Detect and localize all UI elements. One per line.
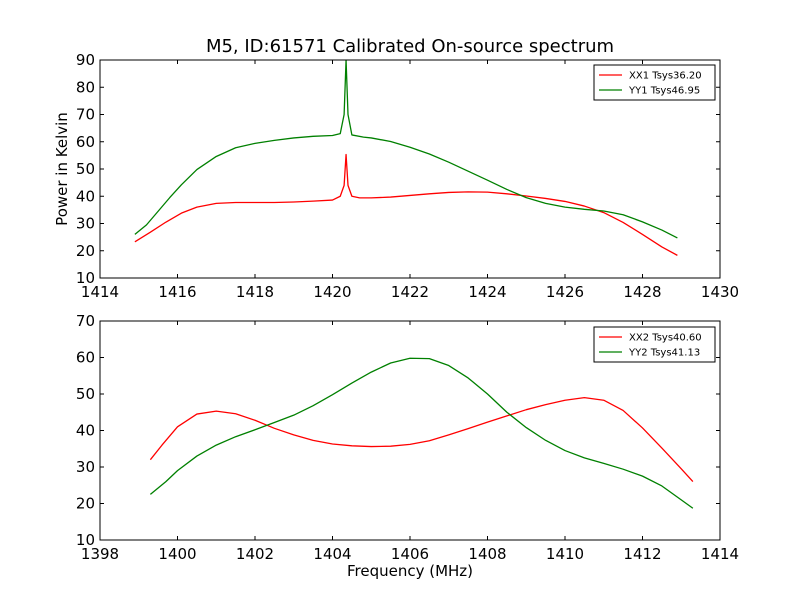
chart-title: M5, ID:61571 Calibrated On-source spectr… [206, 36, 614, 57]
y-tick-label: 40 [76, 422, 95, 440]
x-tick-label: 1426 [546, 283, 584, 301]
x-tick-label: 1402 [236, 545, 274, 563]
legend-box [593, 64, 716, 101]
y-tick-label: 20 [76, 242, 95, 260]
x-tick-label: 1408 [468, 545, 506, 563]
legend: XX2 Tsys40.60 YY2 Tsys41.13 [593, 326, 716, 363]
x-tick-label: 1418 [236, 283, 274, 301]
legend-label: XX1 Tsys36.20 [629, 71, 702, 82]
x-tick-label: 1416 [158, 283, 196, 301]
y-tick-label: 70 [76, 106, 95, 124]
x-tick-label: 1412 [623, 545, 661, 563]
x-tick-label: 1422 [391, 283, 429, 301]
top-panel: 1414 1416 1418 1420 1422 1424 1426 1428 1430 10 20… [53, 51, 739, 301]
y-tick-label: 50 [76, 385, 95, 403]
y-tick-label: 40 [76, 187, 95, 205]
y-tick-label: 10 [76, 531, 95, 549]
x-tick-label: 1428 [623, 283, 661, 301]
series-line-2-1 [149, 397, 694, 483]
legend-label: XX2 Tsys40.60 [629, 333, 702, 344]
x-axis-label: Frequency (MHz) [347, 562, 473, 580]
x-tick-label: 1404 [313, 545, 351, 563]
series-line-2-2 [149, 357, 694, 509]
x-tick-label: 1398 [81, 545, 119, 563]
y-tick-label: 50 [76, 160, 95, 178]
legend-label: YY1 Tsys46.95 [628, 86, 700, 97]
x-tick-label: 1430 [701, 283, 739, 301]
legend: XX1 Tsys36.20 YY1 Tsys46.95 [593, 64, 716, 101]
legend-box [593, 326, 716, 363]
y-tick-label: 20 [76, 495, 95, 513]
x-tick-label: 1420 [313, 283, 351, 301]
x-tick-label: 1414 [701, 545, 739, 563]
y-tick-label: 60 [76, 133, 95, 151]
bottom-panel: 1398 1400 1402 1404 1406 1408 1410 1412 1414 10 20… [76, 312, 739, 580]
y-axis-label: Power in Kelvin [53, 112, 71, 226]
series-line-1-2 [134, 60, 678, 239]
y-tick-label: 30 [76, 215, 95, 233]
x-tick-label: 1410 [546, 545, 584, 563]
x-tick-label: 1406 [391, 545, 429, 563]
x-tick-label: 1400 [158, 545, 196, 563]
series-line-1-1 [134, 153, 678, 256]
legend-label: YY2 Tsys41.13 [628, 348, 700, 359]
x-tick-label: 1424 [468, 283, 506, 301]
y-tick-label: 80 [76, 78, 95, 96]
y-tick-label: 90 [76, 51, 95, 69]
y-tick-label: 70 [76, 312, 95, 330]
x-tick-label: 1414 [81, 283, 119, 301]
y-tick-label: 30 [76, 458, 95, 476]
y-tick-label: 60 [76, 349, 95, 367]
y-tick-label: 10 [76, 269, 95, 287]
